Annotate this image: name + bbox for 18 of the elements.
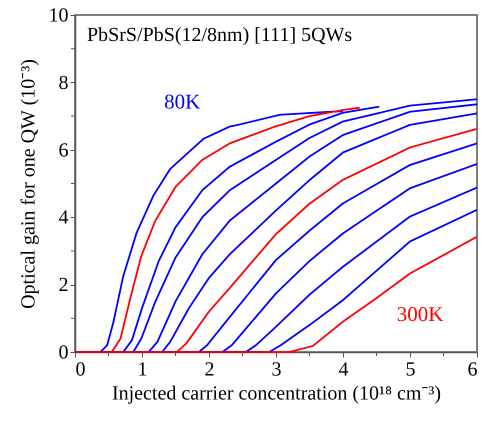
series-label: 80K xyxy=(164,90,200,114)
chart-title: PbSrS/PbS(12/8nm) [111] 5QWs xyxy=(87,24,352,46)
y-tick-label: 0 xyxy=(58,342,68,364)
series-label: 300K xyxy=(396,302,444,326)
x-tick-label: 5 xyxy=(406,358,416,380)
y-tick-label: 2 xyxy=(58,274,68,296)
y-tick-label: 8 xyxy=(58,72,68,94)
y-tick-label: 10 xyxy=(48,4,68,26)
x-tick-label: 2 xyxy=(204,358,214,380)
y-axis-title: Optical gain for one QW (10⁻³) xyxy=(18,59,40,309)
x-tick-label: 4 xyxy=(338,358,348,380)
x-tick-label: 3 xyxy=(272,358,282,380)
y-tick-label: 4 xyxy=(58,206,68,229)
x-tick-label: 6 xyxy=(468,358,478,380)
y-tick-label: 6 xyxy=(58,139,68,162)
x-tick-label: 1 xyxy=(138,358,148,380)
x-tick-label: 0 xyxy=(76,358,86,380)
x-axis-title: Injected carrier concentration (10¹⁸ cm⁻³) xyxy=(112,382,442,404)
